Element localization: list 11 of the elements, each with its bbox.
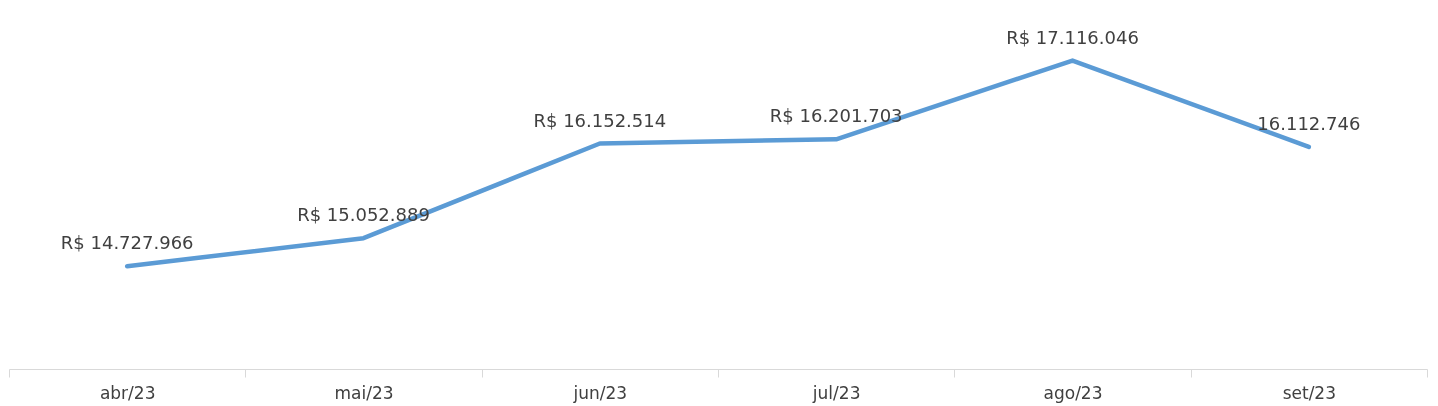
x-tick-label: ago/23: [1043, 382, 1103, 403]
data-label: R$ 16.201.703: [769, 105, 903, 127]
data-label: 16.112.746: [1257, 112, 1361, 134]
x-tick-label: jul/23: [811, 382, 861, 403]
data-label: R$ 17.116.046: [1006, 26, 1139, 48]
x-tick-label: abr/23: [99, 382, 156, 403]
x-tick-label: set/23: [1282, 382, 1337, 403]
x-tick-label: jun/23: [572, 382, 628, 403]
x-tick-label: mai/23: [334, 382, 394, 403]
data-label: R$ 16.152.514: [533, 109, 667, 131]
data-label: R$ 14.727.966: [60, 232, 194, 254]
